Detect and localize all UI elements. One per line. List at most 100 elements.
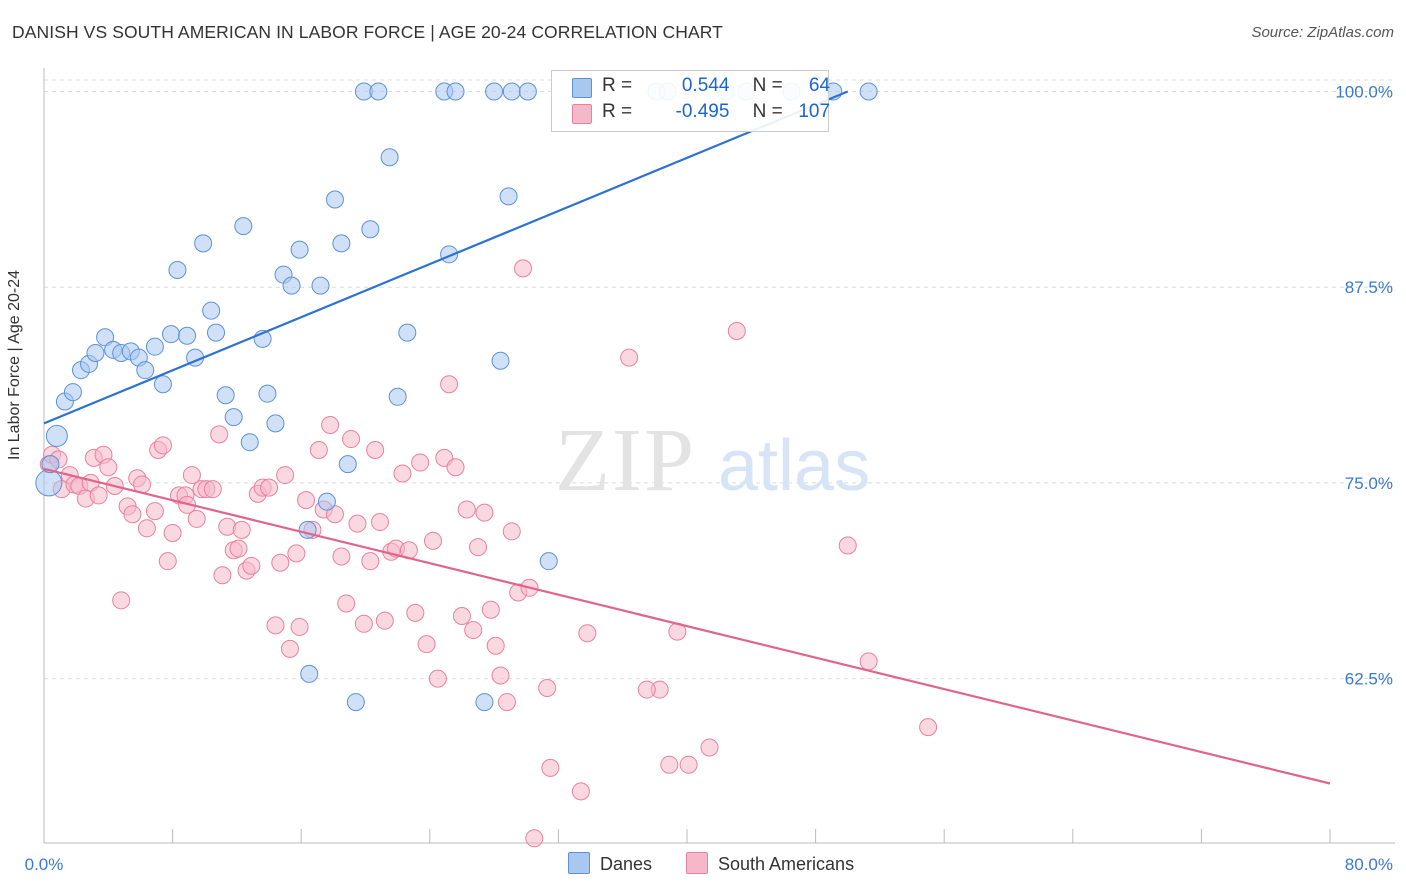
danes-point (380, 148, 399, 167)
south-americans-point (242, 556, 261, 575)
south-americans-points (39, 259, 938, 848)
danes-point (491, 351, 510, 370)
gridlines (44, 79, 1395, 680)
south-americans-point (163, 524, 182, 542)
south-americans-point (838, 536, 857, 555)
south-americans-point (145, 502, 164, 521)
x-tick-label: 0.0% (25, 855, 64, 874)
r-label: R = (602, 75, 633, 96)
south-americans-point (919, 718, 938, 737)
south-americans-point (321, 415, 340, 434)
south-americans-point (348, 514, 367, 533)
danes-point (311, 276, 330, 295)
danes-point (178, 326, 197, 345)
south-americans-point (440, 375, 459, 394)
tick-labels: 62.5% 75.0% 87.5% 100.0% 0.0% 80.0% (25, 82, 1393, 874)
south-americans-point (428, 669, 447, 688)
danes-point (502, 82, 521, 101)
south-americans-point (123, 505, 142, 524)
danes-trend-line (43, 90, 849, 425)
south-americans-swatch (572, 104, 592, 124)
danes-point (45, 424, 68, 447)
bottom-legend-south-americans: South Americans (686, 852, 854, 875)
danes-point (35, 469, 63, 497)
south-americans-point (469, 538, 488, 557)
danes-point (234, 217, 253, 236)
danes-point (207, 323, 226, 342)
south-americans-point (229, 539, 248, 558)
south-americans-point (514, 259, 533, 278)
south-americans-point (700, 738, 719, 757)
n-label: N = (752, 75, 783, 96)
south-americans-point (354, 614, 373, 633)
south-americans-point (158, 552, 177, 571)
south-americans-point (637, 680, 656, 699)
danes-point (216, 386, 235, 405)
south-americans-point (280, 639, 299, 658)
south-americans-point (266, 616, 285, 635)
south-americans-point (464, 621, 483, 640)
danes-point (361, 220, 380, 239)
danes-point (398, 323, 417, 342)
danes-legend-label: Danes (600, 854, 653, 874)
south-americans-point (366, 441, 385, 460)
danes-swatch (572, 78, 592, 98)
danes-point (338, 455, 357, 474)
south-americans-point (491, 666, 510, 685)
danes-point (332, 234, 351, 253)
south-americans-point (475, 503, 494, 522)
south-americans-point (342, 430, 361, 449)
y-tick-label: 87.5% (1345, 278, 1393, 297)
danes-point (282, 276, 301, 295)
south-americans-trend-line (43, 467, 1331, 785)
south-americans-point (210, 425, 229, 444)
chart-title: DANISH VS SOUTH AMERICAN IN LABOR FORCE … (12, 22, 723, 42)
danes-point (161, 325, 180, 344)
south-americans-point (411, 453, 430, 472)
danes-point (539, 552, 558, 571)
south-americans-point (571, 782, 590, 801)
south-americans-point (182, 466, 201, 485)
south-americans-point (370, 513, 389, 532)
danes-legend-swatch (568, 852, 590, 874)
danes-point (290, 240, 309, 259)
south-americans-point (497, 693, 516, 712)
danes-point (266, 414, 285, 433)
danes-point (153, 375, 172, 394)
danes-point (346, 693, 365, 712)
danes-point (258, 384, 277, 403)
danes-point (317, 492, 336, 511)
danes-point (145, 337, 164, 356)
south-americans-point (393, 464, 412, 483)
south-americans-point (541, 758, 560, 777)
south-americans-point (137, 519, 156, 538)
watermark-atlas: atlas (718, 426, 870, 506)
south-americans-point (361, 552, 380, 571)
danes-point (136, 361, 155, 380)
y-axis-label: In Labor Force | Age 20-24 (6, 269, 23, 460)
danes-point (202, 301, 221, 320)
danes-point (369, 82, 388, 101)
south-americans-point (112, 591, 131, 610)
south-americans-point (406, 603, 425, 622)
south-americans-point (297, 491, 316, 510)
south-americans-point (260, 478, 279, 497)
south-americans-point (213, 566, 232, 585)
south-americans-legend-swatch (686, 852, 708, 874)
danes-point (224, 408, 243, 427)
south-americans-point (679, 755, 698, 774)
south-americans-point (525, 829, 544, 848)
south-americans-point (446, 458, 465, 477)
south-americans-point (660, 755, 679, 774)
south-americans-point (89, 486, 108, 505)
danes-point (485, 82, 504, 101)
danes-point (388, 387, 407, 406)
south-americans-r-value: -0.495 (675, 101, 730, 122)
y-tick-label: 100.0% (1335, 82, 1393, 101)
trend-lines (43, 90, 1331, 785)
south-americans-point (203, 480, 222, 499)
south-americans-point (375, 611, 394, 630)
n-label: N = (752, 101, 783, 122)
y-tick-label: 62.5% (1345, 670, 1393, 689)
